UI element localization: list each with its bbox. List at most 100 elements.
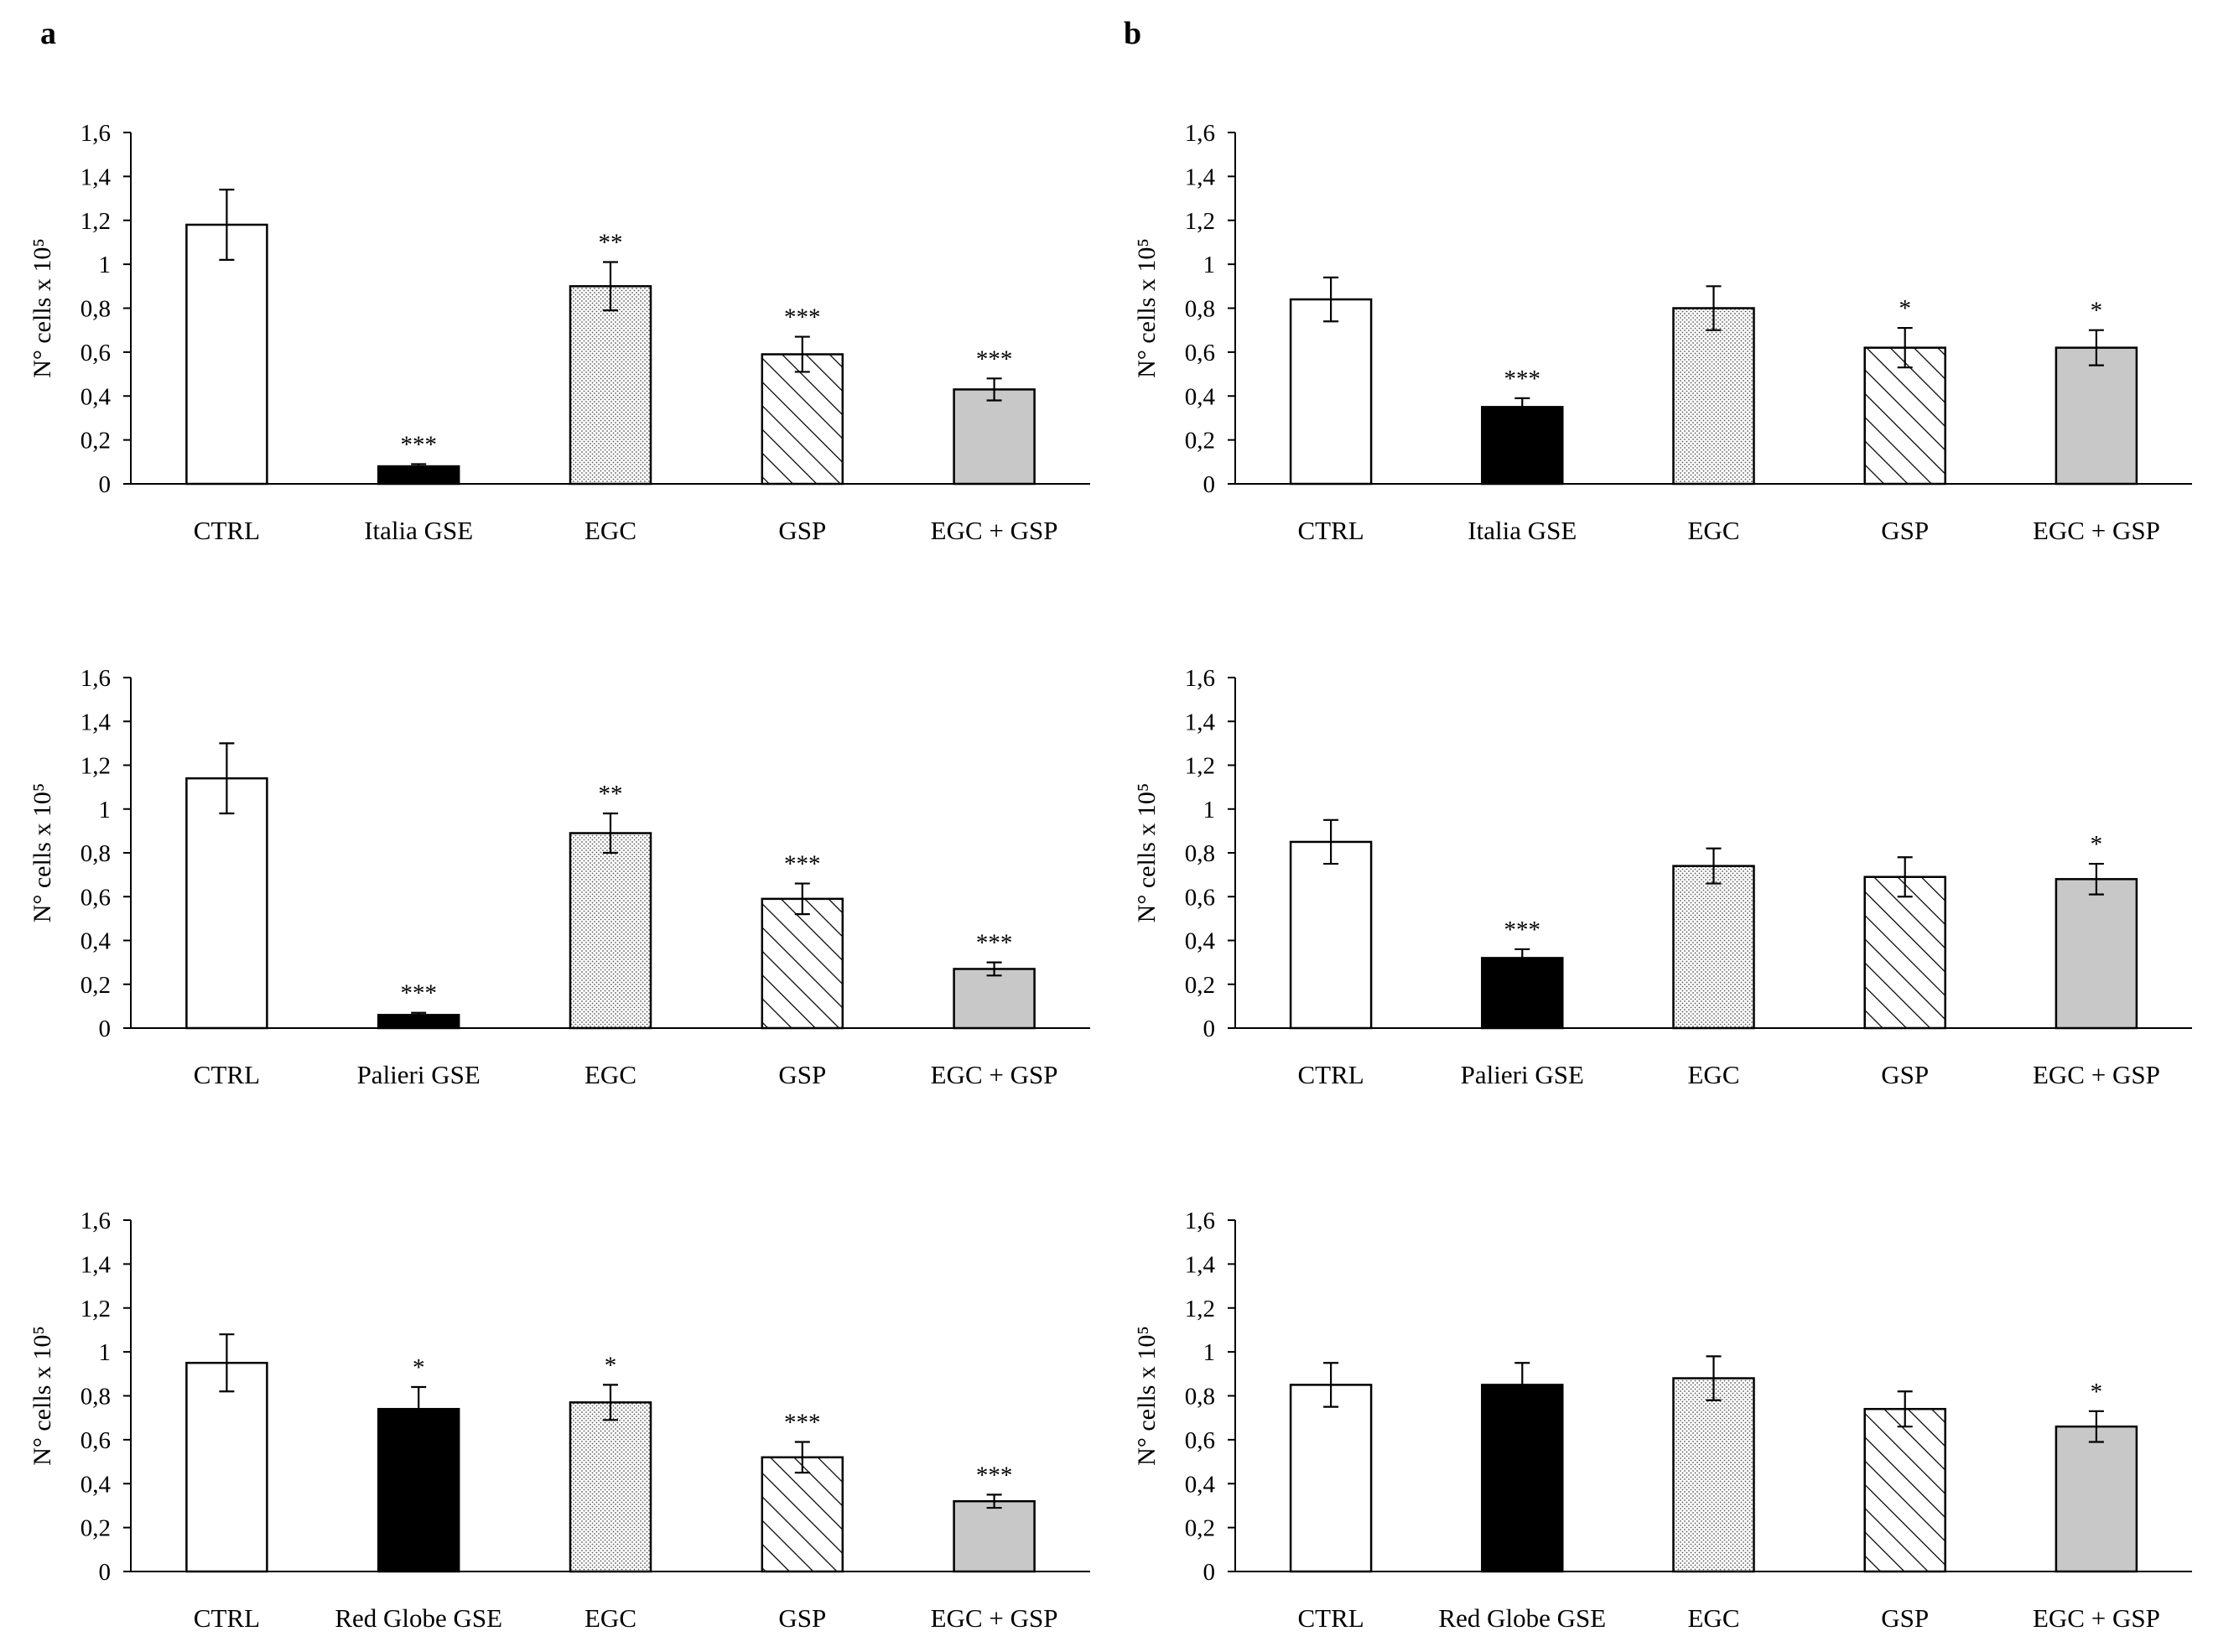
chart-6-category-label-4: GSP	[1881, 1603, 1929, 1633]
chart-1-y-tick-label: 0	[99, 471, 112, 498]
chart-6-y-tick-label: 0,6	[1185, 1427, 1215, 1454]
chart-2-y-tick-label: 0,2	[1185, 428, 1215, 455]
chart-6-y-tick-label: 1	[1203, 1339, 1216, 1366]
chart-1-significance-2: ***	[400, 431, 437, 458]
chart-4-bar-5	[2055, 878, 2138, 1030]
chart-5-y-tick-label: 0,6	[81, 1427, 111, 1454]
chart-4-category-label-1: CTRL	[1297, 1060, 1364, 1089]
panel-letter-b: b	[1124, 16, 1141, 51]
chart-5-category-label-2: Red Globe GSE	[335, 1603, 502, 1633]
chart-2-y-tick-label: 1,4	[1185, 164, 1216, 190]
chart-3-category-label-2: Palieri GSE	[357, 1060, 481, 1089]
chart-5-y-tick-label: 1	[99, 1339, 112, 1366]
chart-3-bar-3	[569, 832, 652, 1030]
chart-4-y-tick-label: 1,2	[1185, 753, 1215, 780]
chart-5-y-tick-label: 0	[99, 1559, 112, 1586]
chart-5-significance-2: *	[413, 1354, 425, 1381]
chart-3-y-tick-label: 1,4	[81, 709, 112, 735]
chart-6-y-tick-label: 0,8	[1185, 1384, 1215, 1410]
chart-3-y-tick-label: 1,2	[81, 753, 111, 780]
chart-2-category-label-4: GSP	[1881, 516, 1929, 545]
chart-6-bar-2	[1481, 1384, 1564, 1573]
chart-5-bar-2	[377, 1407, 460, 1573]
chart-3-category-label-1: CTRL	[194, 1060, 260, 1089]
chart-2-y-tick-label: 0,8	[1185, 296, 1215, 323]
chart-2-category-label-1: CTRL	[1297, 516, 1364, 545]
chart-1-y-tick-label: 0,4	[81, 383, 112, 410]
chart-5-category-label-3: EGC	[584, 1603, 636, 1633]
chart-3-y-tick-label: 0,4	[81, 928, 112, 955]
chart-2-significance-2: ***	[1504, 366, 1541, 392]
chart-2-bar-5	[2055, 346, 2138, 486]
chart-5-bar-1	[185, 1361, 268, 1573]
chart-6-category-label-5: EGC + GSP	[2033, 1603, 2160, 1633]
chart-2-category-label-2: Italia GSE	[1468, 516, 1577, 545]
chart-5-bar-4	[761, 1456, 844, 1573]
chart-1-category-label-3: EGC	[584, 516, 636, 545]
chart-6-y-tick-label: 0,2	[1185, 1515, 1215, 1542]
chart-2-y-tick-label: 1,2	[1185, 208, 1215, 235]
chart-4-bar-2	[1481, 957, 1564, 1030]
chart-4-y-tick-label: 1,4	[1185, 709, 1216, 735]
chart-5-y-axis-label: N° cells x 10⁵	[29, 1326, 56, 1466]
chart-1-bar-4	[761, 353, 844, 486]
chart-1-y-tick-label: 0,2	[81, 428, 111, 455]
chart-1-category-label-1: CTRL	[194, 516, 260, 545]
chart-4-significance-2: ***	[1504, 917, 1541, 943]
chart-6-significance-5: *	[2091, 1379, 2103, 1405]
chart-4-category-label-4: GSP	[1881, 1060, 1929, 1089]
chart-2-y-axis-label: N° cells x 10⁵	[1133, 238, 1161, 378]
chart-4-category-label-5: EGC + GSP	[2033, 1060, 2160, 1089]
chart-1-y-axis-label: N° cells x 10⁵	[29, 238, 56, 378]
chart-3-significance-2: ***	[400, 980, 437, 1007]
chart-3-y-tick-label: 0,2	[81, 972, 111, 999]
chart-6-y-tick-label: 1,4	[1185, 1251, 1216, 1278]
chart-5-y-tick-label: 0,8	[81, 1384, 111, 1410]
chart-5-y-tick-label: 1,2	[81, 1296, 111, 1322]
chart-1-category-label-2: Italia GSE	[364, 516, 473, 545]
chart-3-category-label-5: EGC + GSP	[931, 1060, 1058, 1089]
chart-1-y-tick-label: 1,6	[81, 120, 111, 147]
chart-4-y-tick-label: 1,6	[1185, 665, 1215, 692]
chart-4-y-tick-label: 1	[1203, 797, 1216, 823]
chart-6-bar-1	[1289, 1384, 1373, 1573]
chart-4-bar-1	[1289, 840, 1373, 1030]
chart-6-y-tick-label: 1,2	[1185, 1296, 1215, 1322]
chart-2-bar-2	[1481, 406, 1564, 486]
chart-4-bar-3	[1672, 865, 1755, 1030]
chart-1-category-label-4: GSP	[778, 516, 826, 545]
chart-1-y-tick-label: 0,6	[81, 340, 111, 366]
chart-5-y-tick-label: 0,4	[81, 1471, 112, 1498]
chart-3-y-tick-label: 0,8	[81, 840, 111, 867]
chart-4-significance-5: *	[2091, 831, 2103, 858]
chart-1-significance-4: ***	[784, 304, 821, 331]
chart-5-category-label-4: GSP	[778, 1603, 826, 1633]
chart-6-category-label-1: CTRL	[1297, 1603, 1364, 1633]
chart-2-significance-4: *	[1899, 295, 1911, 322]
chart-6-bar-3	[1672, 1377, 1755, 1573]
chart-5-bar-5	[953, 1499, 1036, 1573]
chart-3-y-tick-label: 1	[99, 797, 112, 823]
chart-5-significance-3: *	[605, 1352, 617, 1379]
chart-3-y-tick-label: 0	[99, 1016, 112, 1042]
chart-3-significance-3: **	[599, 781, 623, 808]
chart-1-bar-1	[185, 223, 268, 486]
chart-5-y-tick-label: 1,6	[81, 1208, 111, 1234]
chart-2-y-tick-label: 1	[1203, 252, 1216, 278]
chart-5-y-tick-label: 1,4	[81, 1251, 112, 1278]
chart-2-bar-3	[1672, 307, 1755, 486]
chart-4-y-axis-label: N° cells x 10⁵	[1133, 783, 1161, 923]
chart-2-y-tick-label: 1,6	[1185, 120, 1215, 147]
chart-2-y-tick-label: 0	[1203, 471, 1216, 498]
chart-1-category-label-5: EGC + GSP	[931, 516, 1058, 545]
chart-5-significance-5: ***	[976, 1462, 1013, 1488]
chart-2-category-label-5: EGC + GSP	[2033, 516, 2160, 545]
chart-3-significance-5: ***	[976, 930, 1013, 957]
chart-3-bar-5	[953, 968, 1036, 1030]
chart-1-bar-3	[569, 285, 652, 486]
chart-3-y-axis-label: N° cells x 10⁵	[29, 783, 56, 923]
chart-2-y-tick-label: 0,4	[1185, 383, 1216, 410]
chart-6-category-label-3: EGC	[1688, 1603, 1740, 1633]
